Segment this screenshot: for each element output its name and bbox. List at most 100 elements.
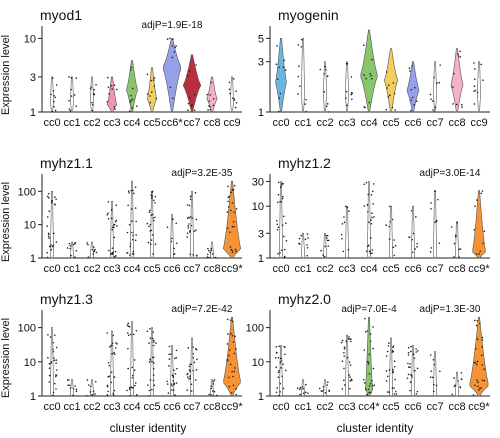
data-point [110,84,113,87]
data-point [474,68,476,70]
data-point [152,362,155,364]
violin-shape [344,334,350,397]
data-point [392,82,395,84]
data-point [435,219,438,222]
violin-shape [301,233,305,259]
data-point [127,367,129,370]
data-point [371,216,373,219]
data-point [55,388,57,390]
data-point [369,252,372,255]
data-point [52,232,55,235]
data-point [341,237,343,240]
data-point [227,206,230,208]
data-point [46,216,49,218]
data-point [460,378,463,380]
data-point [229,209,232,212]
data-point [363,382,366,384]
data-point [48,237,50,239]
data-point [192,356,195,359]
data-point [209,94,211,96]
data-point [92,253,95,255]
data-point [472,394,475,396]
data-point [364,106,366,109]
data-point [282,363,284,365]
data-point [50,201,53,204]
data-point [110,381,113,384]
data-point [387,345,390,347]
data-point [94,248,96,251]
data-point [369,333,372,335]
violin-shape [383,48,399,113]
data-point [284,353,286,356]
data-point [432,100,434,102]
data-point [368,391,370,394]
data-point [172,376,175,378]
data-point [169,86,172,89]
data-point [174,394,176,396]
data-point [453,72,455,75]
data-point [433,76,435,79]
data-point [349,380,352,382]
data-point [113,353,116,356]
data-point [276,44,278,47]
data-point [56,369,58,371]
data-point [343,221,346,224]
x-tick-label: cc3 [103,401,120,413]
x-tick-label: cc0 [43,263,60,275]
data-point [372,190,374,193]
data-point [343,355,345,357]
data-point [474,205,476,208]
data-point [455,103,458,106]
data-point [208,256,210,259]
data-point [369,382,372,385]
data-point [70,88,72,91]
data-point [433,111,435,113]
data-point [55,359,58,361]
data-point [415,393,418,395]
data-point [407,354,410,356]
data-point [128,325,131,328]
data-point [135,220,138,223]
data-point [392,246,395,249]
data-point [227,359,229,362]
x-tick-label: cc9* [221,263,243,275]
data-point [67,384,69,387]
data-point [151,360,153,363]
y-axis-label-bottom: Expression level [0,318,12,398]
data-point [150,197,153,199]
data-point [153,339,155,342]
data-point [231,370,233,373]
data-point [92,246,95,248]
data-point [280,249,283,252]
data-point [150,214,153,216]
x-tick-label: cc2 [316,117,333,129]
data-point [214,256,217,259]
data-point [172,379,175,382]
data-point [282,195,284,198]
data-point [175,45,177,47]
data-point [373,183,375,185]
data-point [279,362,282,364]
data-point [392,346,394,349]
data-point [229,246,232,248]
data-point [116,343,118,345]
data-point [127,334,130,337]
data-point [369,237,372,239]
significance-annotation: adjP=1.3E-30 [420,304,481,315]
data-point [430,370,433,372]
data-point [188,365,191,368]
data-point [89,88,92,90]
data-point [409,389,411,392]
data-point [52,348,54,351]
data-point [394,378,396,381]
data-point [192,346,195,348]
data-point [300,234,303,237]
data-point [351,98,353,100]
data-point [54,196,56,198]
data-point [460,372,463,374]
data-point [386,391,389,393]
data-point [135,234,137,236]
data-point [230,191,233,194]
data-point [341,360,344,362]
data-point [53,105,55,108]
